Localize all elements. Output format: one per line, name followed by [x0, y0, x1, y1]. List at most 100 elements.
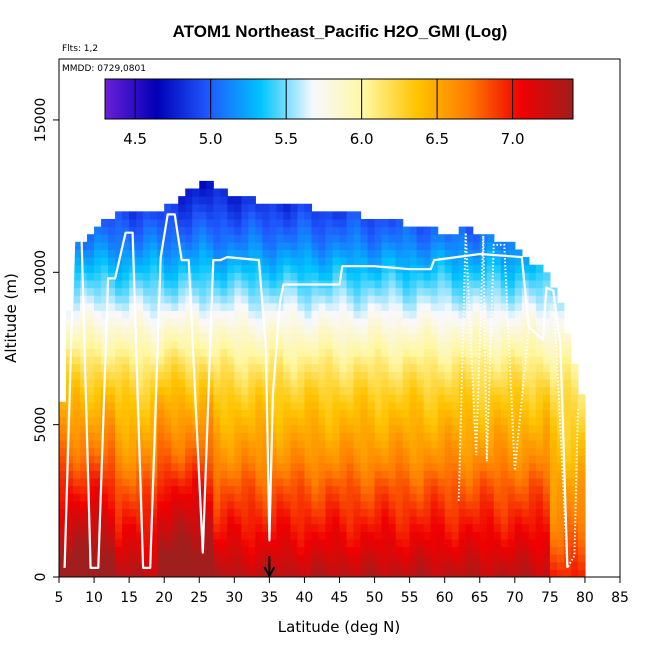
heatmap-cell [444, 264, 453, 273]
heatmap-cell [297, 302, 306, 311]
heatmap-cell [507, 325, 516, 334]
heatmap-cell [318, 386, 327, 395]
heatmap-cell [157, 439, 165, 449]
heatmap-cell [157, 287, 165, 296]
heatmap-cell [514, 561, 523, 570]
heatmap-cell [381, 432, 390, 441]
heatmap-cell [164, 203, 172, 212]
heatmap-cell [388, 386, 397, 395]
heatmap-cell [318, 264, 327, 273]
heatmap-cell [129, 554, 137, 563]
heatmap-cell [500, 325, 509, 334]
heatmap-cell [276, 241, 284, 251]
heatmap-cell [304, 234, 313, 243]
heatmap-cell [220, 310, 228, 319]
heatmap-cell [402, 257, 411, 266]
heatmap-cell [304, 356, 313, 365]
heatmap-cell [465, 493, 474, 502]
heatmap-cell [444, 485, 453, 494]
heatmap-cell [115, 340, 123, 350]
heatmap-cell [472, 424, 481, 433]
heatmap-cell [283, 439, 292, 449]
heatmap-cell [402, 226, 411, 235]
heatmap-cell [297, 340, 306, 350]
heatmap-cell [472, 356, 481, 365]
heatmap-cell [136, 279, 144, 289]
heatmap-cell [269, 462, 277, 471]
heatmap-cell [73, 409, 81, 418]
x-tick-label: 85 [611, 590, 629, 606]
heatmap-cell [458, 455, 467, 464]
heatmap-cell [465, 500, 474, 510]
heatmap-cell [570, 477, 579, 487]
heatmap-cell [136, 424, 144, 433]
heatmap-cell [213, 218, 221, 228]
heatmap-cell [290, 348, 299, 357]
heatmap-cell [479, 432, 488, 441]
heatmap-cell [164, 493, 172, 502]
heatmap-cell [234, 302, 242, 311]
heatmap-cell [479, 531, 488, 540]
heatmap-cell [262, 493, 270, 502]
heatmap-cell [220, 561, 228, 570]
heatmap-cell [507, 318, 516, 327]
heatmap-cell [535, 477, 544, 487]
heatmap-cell [458, 409, 467, 418]
heatmap-cell [220, 257, 228, 266]
heatmap-cell [465, 546, 474, 555]
heatmap-cell [409, 561, 418, 570]
heatmap-cell [143, 378, 151, 388]
heatmap-cell [206, 561, 214, 570]
heatmap-cell [311, 340, 320, 350]
heatmap-cell [255, 356, 263, 365]
heatmap-cell [514, 295, 523, 304]
heatmap-cell [423, 333, 432, 342]
heatmap-cell [458, 516, 467, 525]
heatmap-cell [535, 279, 544, 289]
heatmap-cell [374, 325, 383, 334]
heatmap-cell [423, 249, 432, 258]
heatmap-cell [164, 234, 172, 243]
heatmap-cell [507, 264, 516, 273]
heatmap-cell [332, 470, 341, 479]
heatmap-cell [185, 485, 193, 494]
heatmap-cell [101, 455, 109, 464]
heatmap-cell [206, 455, 214, 464]
heatmap-cell [339, 295, 348, 304]
heatmap-cell [353, 432, 362, 441]
heatmap-cell [143, 538, 151, 548]
heatmap-cell [129, 226, 137, 235]
y-tick-label: 15000 [33, 98, 49, 143]
heatmap-cell [157, 394, 165, 403]
heatmap-cell [542, 554, 551, 563]
heatmap-cell [192, 264, 200, 273]
heatmap-cell [136, 318, 144, 327]
heatmap-cell [269, 447, 277, 456]
heatmap-cell [388, 279, 397, 289]
heatmap-cell [297, 211, 306, 220]
heatmap-cell [122, 386, 130, 395]
heatmap-cell [500, 394, 509, 403]
heatmap-cell [493, 424, 502, 433]
heatmap-cell [297, 462, 306, 471]
heatmap-cell [542, 318, 551, 327]
heatmap-cell [101, 569, 109, 577]
heatmap-cell [290, 378, 299, 388]
heatmap-cell [255, 279, 263, 289]
heatmap-cell [101, 318, 109, 327]
heatmap-cell [241, 279, 249, 289]
heatmap-cell [325, 500, 334, 510]
heatmap-cell [220, 378, 228, 388]
heatmap-cell [164, 531, 172, 540]
heatmap-cell [444, 295, 453, 304]
heatmap-cell [332, 516, 341, 525]
heatmap-cell [367, 325, 376, 334]
heatmap-cell [311, 264, 320, 273]
heatmap-cell [479, 569, 488, 577]
heatmap-cell [206, 378, 214, 388]
heatmap-cell [290, 234, 299, 243]
heatmap-cell [199, 287, 207, 296]
heatmap-cell [171, 493, 179, 502]
heatmap-cell [157, 432, 165, 441]
heatmap-cell [311, 394, 320, 403]
